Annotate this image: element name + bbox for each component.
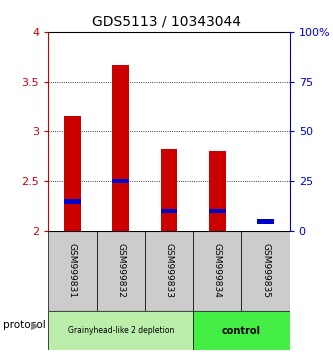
Bar: [257, 219, 274, 224]
Bar: [112, 65, 129, 231]
Text: GDS5113 / 10343044: GDS5113 / 10343044: [92, 14, 241, 28]
Bar: [193, 311, 290, 350]
Text: GSM999831: GSM999831: [68, 243, 77, 298]
Text: GSM999832: GSM999832: [116, 243, 125, 298]
Bar: [209, 152, 226, 231]
Text: protocol: protocol: [3, 320, 46, 330]
Bar: [161, 149, 177, 231]
Text: ▶: ▶: [31, 320, 39, 330]
Text: GSM999833: GSM999833: [165, 243, 173, 298]
Text: GSM999834: GSM999834: [213, 243, 222, 298]
Bar: [97, 231, 145, 311]
Bar: [161, 209, 177, 213]
Bar: [209, 209, 226, 213]
Bar: [241, 231, 290, 311]
Text: Grainyhead-like 2 depletion: Grainyhead-like 2 depletion: [68, 326, 174, 335]
Bar: [64, 116, 81, 231]
Text: control: control: [222, 326, 261, 336]
Bar: [48, 311, 193, 350]
Bar: [145, 231, 193, 311]
Bar: [193, 231, 241, 311]
Bar: [112, 179, 129, 183]
Bar: [48, 231, 97, 311]
Text: GSM999835: GSM999835: [261, 243, 270, 298]
Bar: [64, 199, 81, 204]
